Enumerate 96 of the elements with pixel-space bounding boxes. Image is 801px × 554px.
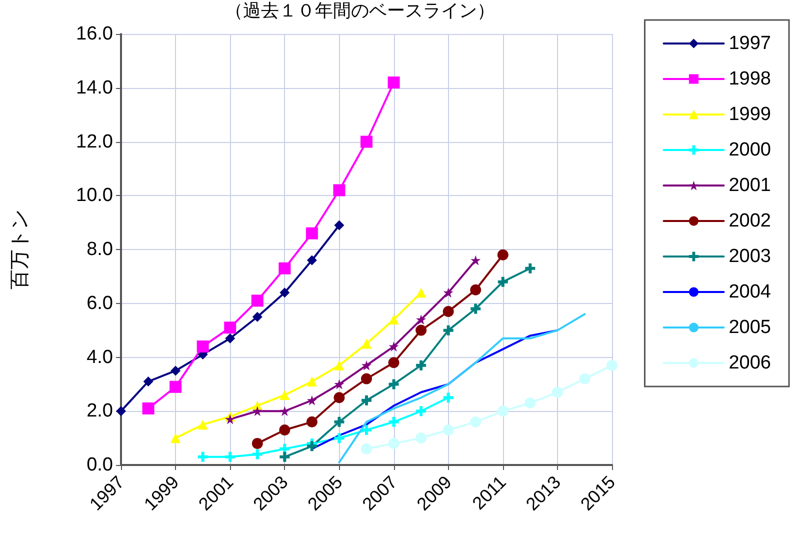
legend-label: 1997	[728, 33, 772, 54]
point	[362, 338, 372, 349]
point	[278, 262, 291, 274]
point	[334, 392, 345, 404]
point	[443, 392, 454, 403]
y-tick-label: 6.0	[86, 292, 113, 314]
point	[225, 333, 236, 344]
point	[252, 406, 262, 416]
legend-label: 2000	[728, 140, 772, 160]
point	[497, 249, 508, 260]
point	[334, 433, 344, 444]
line-series	[338, 313, 586, 464]
point	[552, 386, 563, 398]
point	[280, 288, 290, 298]
point	[252, 449, 262, 460]
y-tick-label: 0.0	[86, 454, 113, 476]
legend-label: 2006	[728, 352, 772, 374]
point	[362, 395, 372, 406]
point	[251, 294, 264, 307]
point	[306, 395, 317, 406]
point	[388, 416, 399, 427]
point	[361, 443, 372, 454]
point	[388, 341, 399, 352]
y-tick-label: 4.0	[86, 346, 113, 368]
point	[306, 227, 318, 240]
point	[525, 263, 536, 274]
point	[334, 379, 344, 390]
point	[334, 416, 344, 427]
point	[333, 184, 346, 196]
point	[470, 304, 481, 314]
point	[442, 306, 454, 317]
point	[143, 376, 154, 386]
point	[116, 406, 126, 416]
point	[252, 438, 263, 449]
point	[470, 284, 482, 296]
legend-label: 2005	[728, 317, 772, 338]
point	[224, 322, 236, 334]
point	[360, 136, 372, 148]
point	[280, 452, 290, 462]
point	[170, 433, 181, 444]
point	[306, 376, 317, 386]
point	[416, 360, 426, 370]
point	[388, 357, 400, 368]
point	[416, 406, 426, 416]
point	[416, 432, 427, 444]
legend-label: 1998	[728, 68, 772, 90]
point	[524, 398, 536, 409]
point	[225, 452, 236, 462]
y-tick-label: 12.0	[76, 131, 113, 152]
point	[470, 416, 482, 428]
point	[388, 379, 399, 390]
point	[416, 314, 426, 325]
point	[442, 424, 454, 436]
point	[196, 340, 209, 352]
point	[279, 424, 290, 436]
point	[198, 420, 208, 430]
point	[170, 380, 182, 393]
point	[252, 312, 262, 322]
legend-label: 2003	[728, 246, 772, 267]
y-tick-label: 10.0	[76, 185, 113, 206]
point	[362, 360, 372, 370]
point	[362, 424, 372, 435]
point	[334, 360, 344, 370]
point	[306, 416, 318, 428]
point	[443, 325, 454, 336]
chart-title: （過去１０年間のベースライン）	[225, 0, 495, 22]
point	[361, 373, 372, 384]
point	[306, 441, 317, 452]
y-tick-label: 16.0	[76, 24, 113, 44]
y-tick-label: 2.0	[86, 400, 113, 422]
point	[170, 366, 181, 376]
point	[606, 360, 618, 371]
point	[579, 373, 590, 384]
point	[470, 255, 481, 266]
point	[388, 438, 400, 449]
legend-label: 1999	[728, 104, 772, 125]
y-tick-label: 8.0	[86, 239, 113, 260]
point	[225, 414, 236, 424]
point	[388, 76, 400, 88]
point	[280, 406, 290, 416]
legend-label: 2002	[728, 210, 772, 232]
y-axis-title: 百万トン	[7, 210, 31, 290]
point	[306, 255, 317, 266]
point	[498, 276, 508, 287]
point	[416, 288, 426, 298]
point	[388, 314, 399, 325]
y-tick-label: 14.0	[76, 77, 113, 98]
point	[497, 406, 508, 417]
point	[416, 324, 427, 336]
legend-label: 2004	[728, 282, 772, 302]
point	[198, 452, 208, 462]
point	[334, 220, 344, 230]
point	[443, 288, 454, 298]
point	[280, 390, 290, 400]
point	[142, 402, 154, 414]
legend-label: 2001	[728, 175, 772, 196]
